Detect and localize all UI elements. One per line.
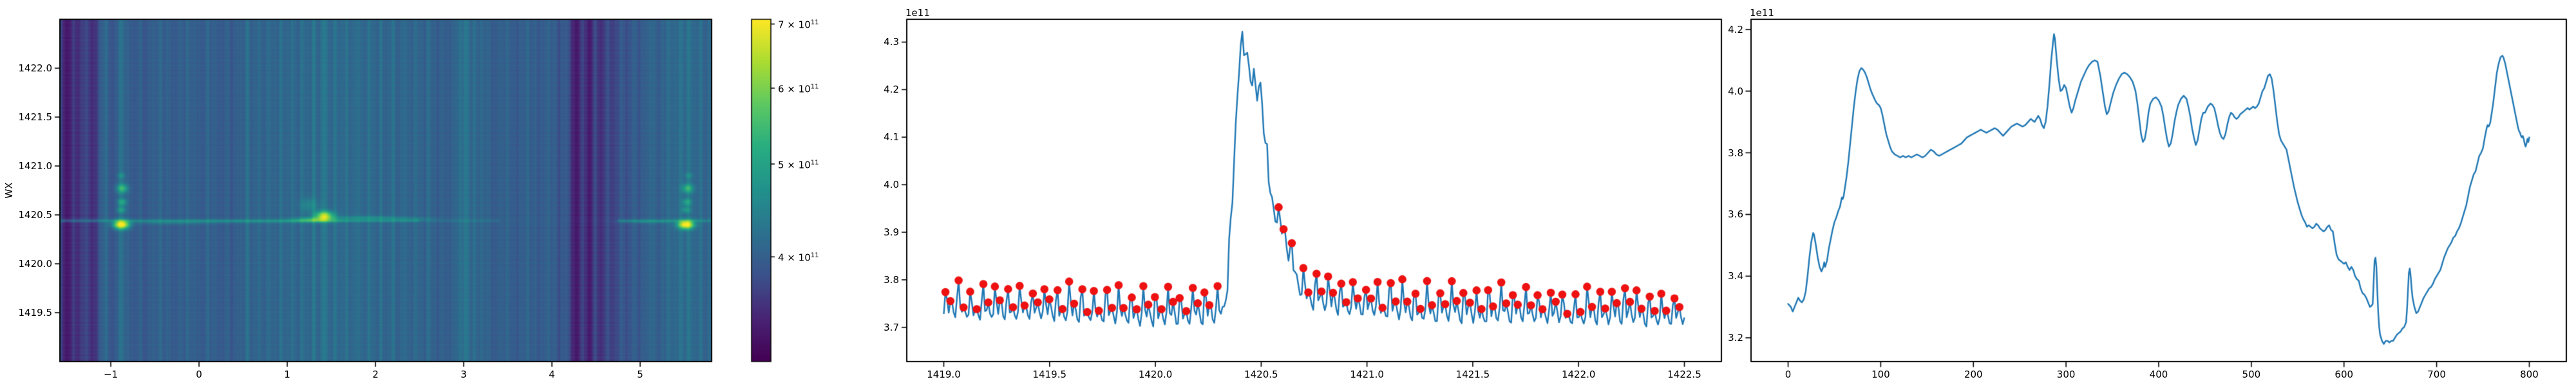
scan-ytick-label: 3.4 bbox=[1728, 270, 1743, 282]
heatmap-ytick-label: 1421.5 bbox=[18, 111, 53, 123]
spectrum-offset-label: 1e11 bbox=[905, 7, 930, 19]
scan-xtick-label: 700 bbox=[2427, 369, 2446, 380]
heatmap-ytick-label: 1419.5 bbox=[18, 307, 53, 318]
heatmap-ytick-label: 1420.0 bbox=[18, 258, 53, 270]
spectrum-xtick-label: 1421.5 bbox=[1455, 369, 1490, 380]
heatmap-xtick-label: 3 bbox=[460, 369, 467, 380]
spectrum-ytick-label: 4.2 bbox=[884, 84, 899, 96]
spectrum-ytick-label: 3.9 bbox=[884, 226, 899, 239]
heatmap-xtick-label: −1 bbox=[103, 369, 118, 380]
heatmap-xtick-label: 2 bbox=[372, 369, 379, 380]
spectrum-xtick-label: 1419.5 bbox=[1032, 369, 1067, 380]
spectrum-xtick-label: 1420.5 bbox=[1244, 369, 1278, 380]
scan-xtick-label: 600 bbox=[2334, 369, 2354, 380]
spectrum-ytick-label: 4.3 bbox=[884, 36, 899, 48]
scan-xtick-label: 500 bbox=[2242, 369, 2261, 380]
heatmap-xtick-label: 1 bbox=[284, 369, 290, 380]
spectrum-ytick-label: 3.7 bbox=[884, 321, 899, 333]
colorbar-tick-label: 6 × 1011 bbox=[778, 83, 819, 95]
heatmap-xtick-label: 4 bbox=[549, 369, 555, 380]
heatmap-ytick-label: 1420.5 bbox=[18, 209, 53, 221]
spectrum-xtick-label: 1419.0 bbox=[927, 369, 961, 380]
colorbar-tick-label: 7 × 1011 bbox=[778, 19, 819, 31]
spectrum-xtick-label: 1422.5 bbox=[1667, 369, 1701, 380]
spectrum-xtick-label: 1421.0 bbox=[1350, 369, 1384, 380]
spectrum-ytick-label: 4.1 bbox=[884, 131, 899, 143]
colorbar-tick-label: 4 × 1011 bbox=[778, 252, 819, 264]
spectrum-xtick-label: 1422.0 bbox=[1561, 369, 1596, 380]
colorbar-tick-label: 5 × 1011 bbox=[778, 159, 819, 171]
scan-ytick-label: 3.2 bbox=[1728, 332, 1743, 344]
scan-ytick-label: 3.6 bbox=[1728, 208, 1743, 221]
spectrum-ytick-label: 4.0 bbox=[884, 179, 899, 191]
spectrum-ytick-label: 3.8 bbox=[884, 273, 899, 286]
heatmap-ylabel: WX bbox=[3, 182, 15, 199]
heatmap-xtick-label: 0 bbox=[196, 369, 202, 380]
scan-ytick-label: 4.2 bbox=[1728, 23, 1743, 35]
scan-ytick-label: 3.8 bbox=[1728, 147, 1743, 159]
scan-xtick-label: 100 bbox=[1871, 369, 1890, 380]
spectrum-xtick-label: 1420.0 bbox=[1138, 369, 1173, 380]
scan-xtick-label: 400 bbox=[2149, 369, 2168, 380]
heatmap-ytick-label: 1421.0 bbox=[18, 160, 53, 172]
heatmap-ytick-label: 1422.0 bbox=[18, 62, 53, 74]
scan-xtick-label: 200 bbox=[1964, 369, 1983, 380]
scan-ytick-label: 4.0 bbox=[1728, 85, 1743, 97]
heatmap-xtick-label: 5 bbox=[637, 369, 643, 380]
scan-offset-label: 1e11 bbox=[1750, 7, 1774, 19]
scan-xtick-label: 300 bbox=[2056, 369, 2076, 380]
scan-xtick-label: 0 bbox=[1785, 369, 1792, 380]
scan-xtick-label: 800 bbox=[2520, 369, 2539, 380]
